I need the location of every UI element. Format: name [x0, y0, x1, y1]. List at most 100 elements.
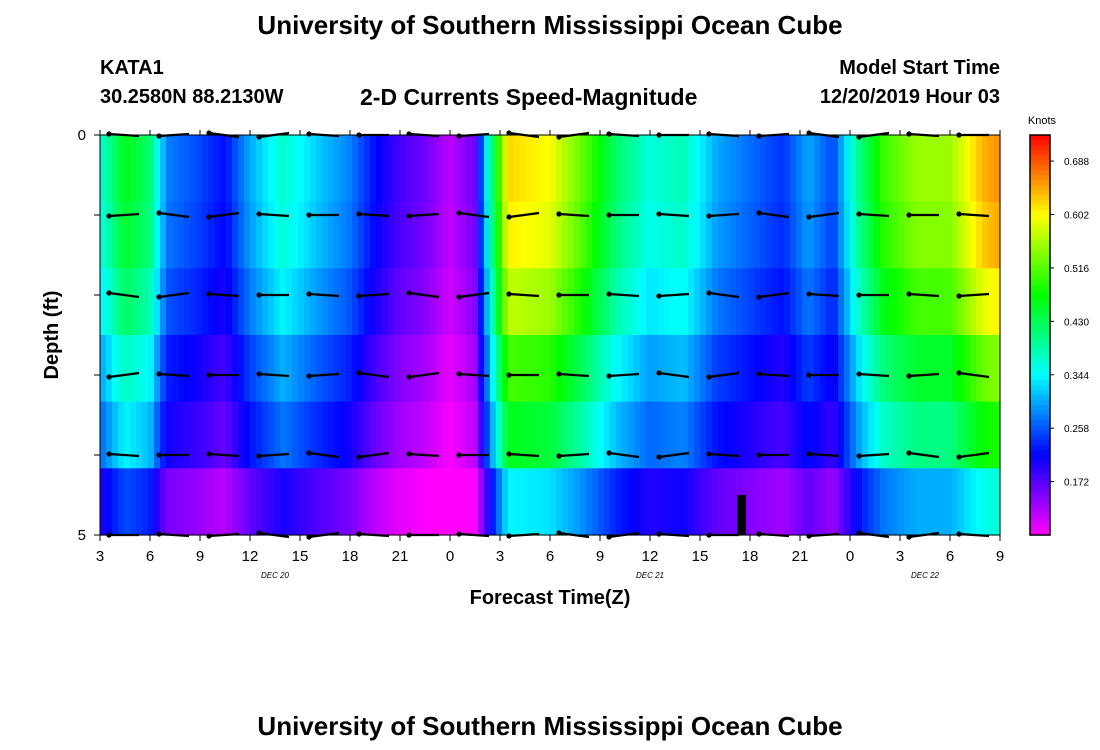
- heatmap-cell: [292, 401, 299, 469]
- heatmap-cell: [406, 135, 413, 203]
- heatmap-cell: [310, 135, 317, 203]
- heatmap-cell: [340, 268, 347, 336]
- heatmap-cell: [862, 268, 869, 336]
- heatmap-cell: [514, 468, 521, 536]
- heatmap-cell: [682, 201, 689, 269]
- heatmap-cell: [886, 401, 893, 469]
- current-vector: [508, 211, 540, 219]
- heatmap-cell: [616, 268, 623, 336]
- current-vector: [358, 451, 390, 459]
- heatmap-cell: [688, 468, 695, 536]
- heatmap-cell: [262, 268, 269, 336]
- current-vector-head: [256, 211, 262, 217]
- heatmap-cell: [784, 335, 791, 403]
- heatmap-cell: [346, 201, 353, 269]
- heatmap-cell: [508, 335, 515, 403]
- heatmap-cell: [244, 135, 251, 203]
- heatmap-cell: [724, 468, 731, 536]
- heatmap-cell: [838, 201, 845, 269]
- current-vector-head: [606, 291, 612, 297]
- heatmap-cell: [292, 268, 299, 336]
- heatmap-cell: [436, 135, 443, 203]
- heatmap-cell: [424, 468, 431, 536]
- heatmap-cell: [976, 135, 983, 203]
- current-vector-head: [206, 214, 212, 220]
- heatmap-cell: [532, 401, 539, 469]
- heatmap-cell: [616, 335, 623, 403]
- heatmap-cell: [328, 268, 335, 336]
- current-vector: [358, 292, 390, 298]
- heatmap-cell: [484, 201, 491, 269]
- heatmap-cell: [544, 335, 551, 403]
- heatmap-cell: [694, 468, 701, 536]
- colorbar-step: [1030, 280, 1050, 286]
- heatmap-cell: [634, 201, 641, 269]
- heatmap-cell: [778, 401, 785, 469]
- colorbar-step: [1030, 210, 1050, 216]
- heatmap-cell: [826, 268, 833, 336]
- heatmap-cell: [184, 401, 191, 469]
- heatmap-cell: [508, 401, 515, 469]
- x-tick-label: 3: [496, 548, 504, 565]
- heatmap-cell: [742, 201, 749, 269]
- colorbar-step: [1030, 495, 1050, 501]
- heatmap-cell: [478, 135, 485, 203]
- heatmap-cell: [766, 401, 773, 469]
- heatmap-cell: [244, 335, 251, 403]
- heatmap-cell: [178, 135, 185, 203]
- heatmap-cell: [274, 335, 281, 403]
- heatmap-cell: [586, 135, 593, 203]
- heatmap-cell: [382, 201, 389, 269]
- heatmap-cell: [574, 135, 581, 203]
- current-vector-head: [556, 530, 562, 536]
- heatmap-cell: [316, 335, 323, 403]
- heatmap-cell: [838, 468, 845, 536]
- heatmap-cell: [328, 468, 335, 536]
- current-vector: [258, 212, 290, 218]
- heatmap-cell: [484, 468, 491, 536]
- heatmap-cell: [670, 401, 677, 469]
- current-vector-head: [456, 371, 462, 377]
- heatmap-cell: [514, 135, 521, 203]
- heatmap-cell: [418, 401, 425, 469]
- heatmap-cell: [772, 135, 779, 203]
- colorbar-step: [1030, 360, 1050, 366]
- heatmap-cell: [652, 401, 659, 469]
- heatmap-cell: [250, 468, 257, 536]
- heatmap-cell: [538, 401, 545, 469]
- heatmap-cell: [610, 401, 617, 469]
- colorbar-step: [1030, 385, 1050, 391]
- heatmap-cell: [514, 201, 521, 269]
- colorbar-step: [1030, 145, 1050, 151]
- heatmap-cell: [502, 268, 509, 336]
- heatmap-cell: [904, 268, 911, 336]
- heatmap-cell: [334, 335, 341, 403]
- heatmap-cell: [460, 468, 467, 536]
- heatmap-cell: [208, 201, 215, 269]
- heatmap-cell: [160, 335, 167, 403]
- heatmap-cell: [214, 335, 221, 403]
- heatmap-cell: [856, 401, 863, 469]
- heatmap-cell: [496, 201, 503, 269]
- heatmap-cell: [706, 401, 713, 469]
- current-vector-head: [356, 454, 362, 460]
- heatmap-cell: [970, 401, 977, 469]
- heatmap-cell: [118, 401, 125, 469]
- heatmap-cell: [214, 135, 221, 203]
- heatmap-cell: [484, 401, 491, 469]
- heatmap-cell: [388, 335, 395, 403]
- heatmap-cell: [790, 201, 797, 269]
- heatmap-cell: [388, 401, 395, 469]
- heatmap-cell: [202, 201, 209, 269]
- heatmap-cell: [658, 135, 665, 203]
- heatmap-cell: [778, 201, 785, 269]
- heatmap-cell: [760, 268, 767, 336]
- heatmap-cell: [130, 401, 137, 469]
- heatmap-cell: [352, 335, 359, 403]
- heatmap-cell: [520, 135, 527, 203]
- heatmap-cell: [982, 201, 989, 269]
- heatmap-cell: [142, 268, 149, 336]
- heatmap-cell: [694, 401, 701, 469]
- heatmap-cell: [556, 135, 563, 203]
- heatmap-cell: [970, 135, 977, 203]
